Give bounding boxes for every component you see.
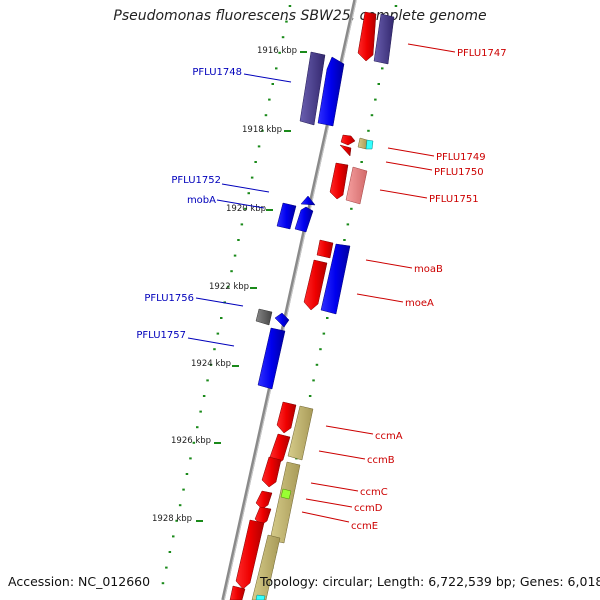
label-ccmE[interactable]: ccmE (351, 521, 378, 532)
gene-ccmA-b[interactable] (287, 405, 314, 461)
gene-ccmF[interactable] (235, 519, 265, 590)
leader-moeA (356, 293, 404, 303)
gene-PFLU1751[interactable] (345, 166, 368, 205)
label-PFLU1752[interactable]: PFLU1752 (171, 175, 221, 186)
gene-PFLU1756[interactable] (255, 308, 273, 326)
gene-PFLU1752[interactable] (276, 202, 297, 230)
label-PFLU1748[interactable]: PFLU1748 (192, 67, 242, 78)
label-ccmB[interactable]: ccmB (367, 455, 395, 466)
leader-ccmE (301, 511, 350, 523)
gene-ccmC[interactable] (261, 456, 282, 488)
label-ccmC[interactable]: ccmC (360, 487, 388, 498)
gene-ccmA[interactable] (276, 401, 297, 434)
gene-PFLU1748b[interactable] (317, 56, 345, 127)
leader-ccmA (325, 425, 374, 435)
label-moaB[interactable]: moaB (414, 264, 443, 275)
leader-moaB (365, 259, 413, 269)
gene-ccmD[interactable] (255, 490, 273, 510)
gene-bottom-cyan[interactable] (255, 594, 266, 600)
label-ccmD[interactable]: ccmD (354, 503, 383, 514)
leader-PFLU1747 (407, 43, 456, 53)
leader-PFLU1749 (387, 147, 435, 157)
gene-PFLU1748[interactable] (299, 51, 326, 126)
label-mobA[interactable]: mobA (187, 195, 216, 206)
leader-PFLU1751 (379, 189, 428, 199)
gene-PFLU1747[interactable] (373, 13, 395, 65)
label-ccmA[interactable]: ccmA (375, 431, 403, 442)
genome-summary: Topology: circular; Length: 6,722,539 bp… (260, 574, 600, 589)
leader-PFLU1756 (195, 297, 244, 307)
gene-mobA[interactable] (294, 206, 314, 233)
label-PFLU1747[interactable]: PFLU1747 (457, 48, 507, 59)
leader-ccmC (310, 482, 359, 492)
leader-PFLU1752 (221, 183, 270, 193)
label-PFLU1750[interactable]: PFLU1750 (434, 167, 484, 178)
leader-ccmB (318, 450, 366, 460)
label-PFLU1757[interactable]: PFLU1757 (136, 330, 186, 341)
gene-moeA[interactable] (320, 243, 351, 315)
leader-PFLU1750 (385, 161, 433, 171)
scale-label-1922: 1922 kbp (209, 282, 249, 292)
leader-mobA (216, 199, 265, 209)
scale-label-1926: 1926 kbp (171, 436, 211, 446)
label-PFLU1749[interactable]: PFLU1749 (436, 152, 486, 163)
gene-mobA-cap[interactable] (300, 195, 316, 206)
gene-PFLU1749[interactable] (357, 137, 368, 150)
gene-PFLU1749-b[interactable] (365, 139, 374, 150)
gene-PFLU1750-a[interactable] (339, 144, 352, 157)
scale-label-1924: 1924 kbp (191, 359, 231, 369)
label-PFLU1751[interactable]: PFLU1751 (429, 194, 479, 205)
gene-ccmF-b[interactable] (251, 534, 281, 600)
label-PFLU1756[interactable]: PFLU1756 (144, 293, 194, 304)
gene-ccmD-marker[interactable] (280, 488, 292, 500)
leader-PFLU1748 (243, 73, 292, 83)
gene-moaB[interactable] (303, 259, 328, 311)
leader-PFLU1757 (187, 337, 235, 347)
gene-moaB-a[interactable] (316, 239, 334, 259)
scale-label-1918: 1918 kbp (242, 125, 282, 135)
scale-ticks (196, 51, 307, 522)
gene-PFLU1750[interactable] (329, 162, 349, 200)
leader-lines (187, 43, 456, 523)
scale-label-1928: 1928 kbp (152, 514, 192, 524)
leader-ccmD (305, 498, 353, 508)
gene-PFLU1757[interactable] (274, 312, 290, 328)
gene-bottom-red[interactable] (229, 585, 246, 600)
accession-text: Accession: NC_012660 (8, 574, 151, 589)
gene-ccmC-b[interactable] (269, 461, 301, 544)
gene-PFLU1749-a[interactable] (340, 134, 356, 146)
label-moeA[interactable]: moeA (405, 298, 434, 309)
gene-PFLU1747-a[interactable] (357, 11, 377, 62)
scale-label-1920: 1920 kbp (226, 204, 266, 214)
gene-PFLU1757-body[interactable] (257, 327, 286, 390)
scale-label-1916: 1916 kbp (257, 46, 297, 56)
